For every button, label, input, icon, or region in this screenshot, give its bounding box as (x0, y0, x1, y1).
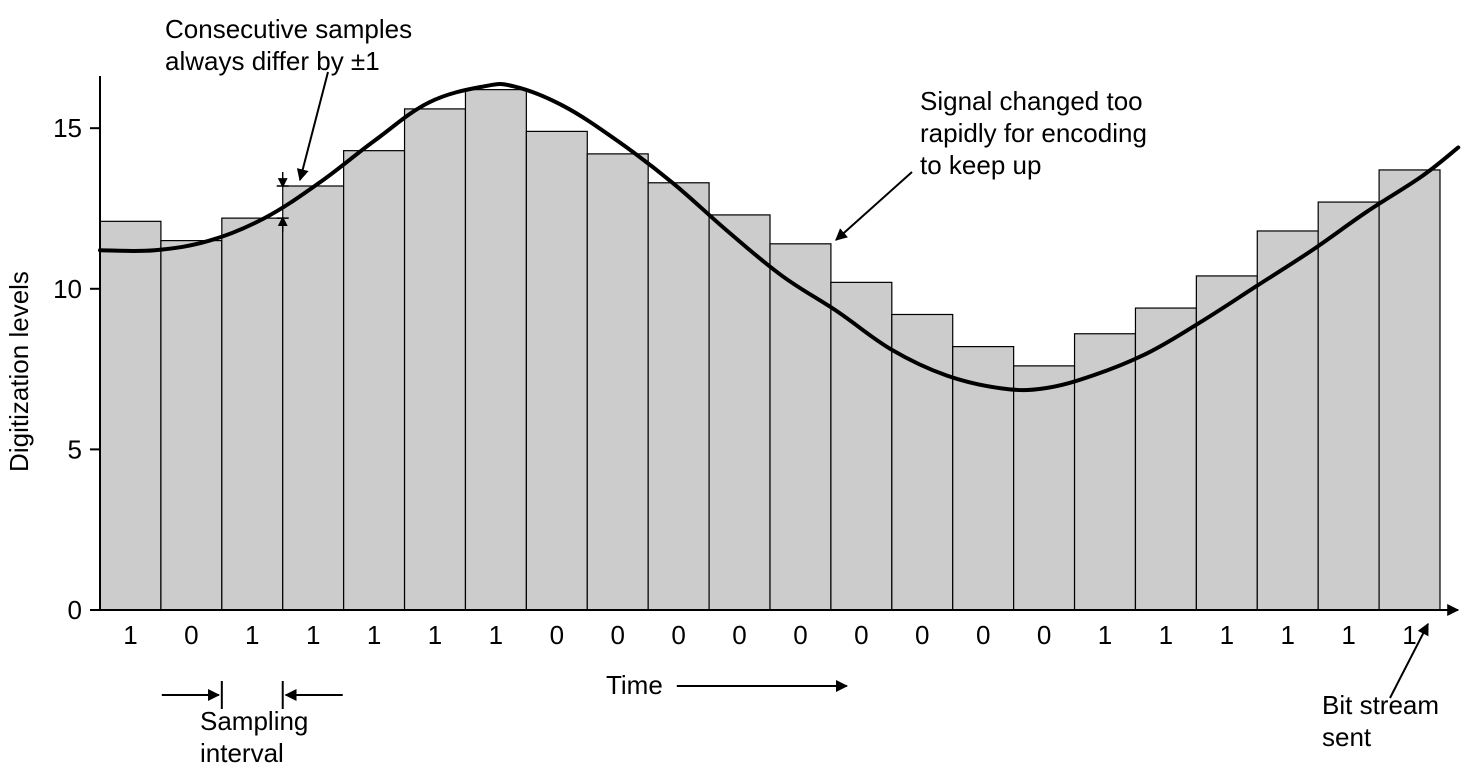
bit-label: 0 (1037, 620, 1051, 650)
bit-label: 1 (1098, 620, 1112, 650)
x-axis-label: Time (606, 670, 663, 700)
bar (405, 109, 466, 610)
y-tick-label: 5 (68, 434, 82, 464)
annotation-sampling-interval: Sampling (200, 706, 308, 736)
bit-label: 0 (732, 620, 746, 650)
annotation-bit-stream: Bit stream (1322, 690, 1439, 720)
bit-label: 1 (489, 620, 503, 650)
bar (526, 131, 587, 610)
bit-label: 1 (428, 620, 442, 650)
bit-label: 1 (1159, 620, 1173, 650)
bar (648, 183, 709, 610)
bit-label: 0 (184, 620, 198, 650)
bar (1318, 202, 1379, 610)
annotation-sampling-interval: interval (200, 738, 284, 768)
y-axis-label: Digitization levels (4, 271, 34, 472)
bit-label: 1 (1220, 620, 1234, 650)
bit-label: 0 (915, 620, 929, 650)
bar (222, 218, 283, 610)
bit-label: 1 (123, 620, 137, 650)
bar (587, 154, 648, 610)
bit-label: 1 (1280, 620, 1294, 650)
bit-label: 1 (1341, 620, 1355, 650)
bar (831, 282, 892, 610)
bar (770, 244, 831, 610)
bit-label: 0 (793, 620, 807, 650)
bit-label: 0 (550, 620, 564, 650)
bar (709, 215, 770, 610)
bar (1379, 170, 1440, 610)
bar (1014, 366, 1075, 610)
bit-label: 0 (976, 620, 990, 650)
bit-label: 1 (1402, 620, 1416, 650)
bar (892, 314, 953, 610)
bar (1075, 334, 1136, 610)
bit-label: 1 (245, 620, 259, 650)
y-tick-label: 10 (53, 274, 82, 304)
annotation-bit-stream: sent (1322, 722, 1372, 752)
annotation-signal-changed: to keep up (920, 150, 1041, 180)
bit-label: 0 (610, 620, 624, 650)
bit-label: 1 (306, 620, 320, 650)
bars-group (100, 90, 1440, 610)
bar (344, 151, 405, 610)
y-tick-label: 15 (53, 113, 82, 143)
bit-label: 0 (854, 620, 868, 650)
bar (161, 241, 222, 610)
annotation-consecutive: always differ by ±1 (165, 46, 380, 76)
bar (1196, 276, 1257, 610)
annotation-consecutive: Consecutive samples (165, 14, 412, 44)
annotation-signal-changed: Signal changed too (920, 86, 1143, 116)
annotation-consecutive-arrow (300, 72, 328, 180)
bit-label: 0 (671, 620, 685, 650)
bar (1257, 231, 1318, 610)
y-tick-label: 0 (68, 595, 82, 625)
annotation-signal-changed-arrow (836, 172, 912, 240)
annotation-signal-changed: rapidly for encoding (920, 118, 1147, 148)
bit-label: 1 (367, 620, 381, 650)
bar (283, 186, 344, 610)
bar (465, 90, 526, 610)
bar (100, 221, 161, 610)
